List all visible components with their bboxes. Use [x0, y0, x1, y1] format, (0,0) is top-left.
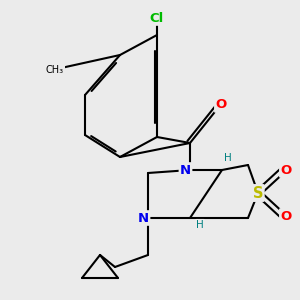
Text: CH₃: CH₃ [46, 65, 64, 75]
Text: H: H [224, 153, 232, 163]
Text: N: N [180, 164, 191, 176]
Text: H: H [196, 220, 204, 230]
Text: Cl: Cl [150, 11, 164, 25]
Text: O: O [280, 209, 292, 223]
Text: O: O [280, 164, 292, 176]
Text: N: N [138, 212, 149, 224]
Text: O: O [215, 98, 226, 112]
Text: S: S [253, 185, 263, 200]
